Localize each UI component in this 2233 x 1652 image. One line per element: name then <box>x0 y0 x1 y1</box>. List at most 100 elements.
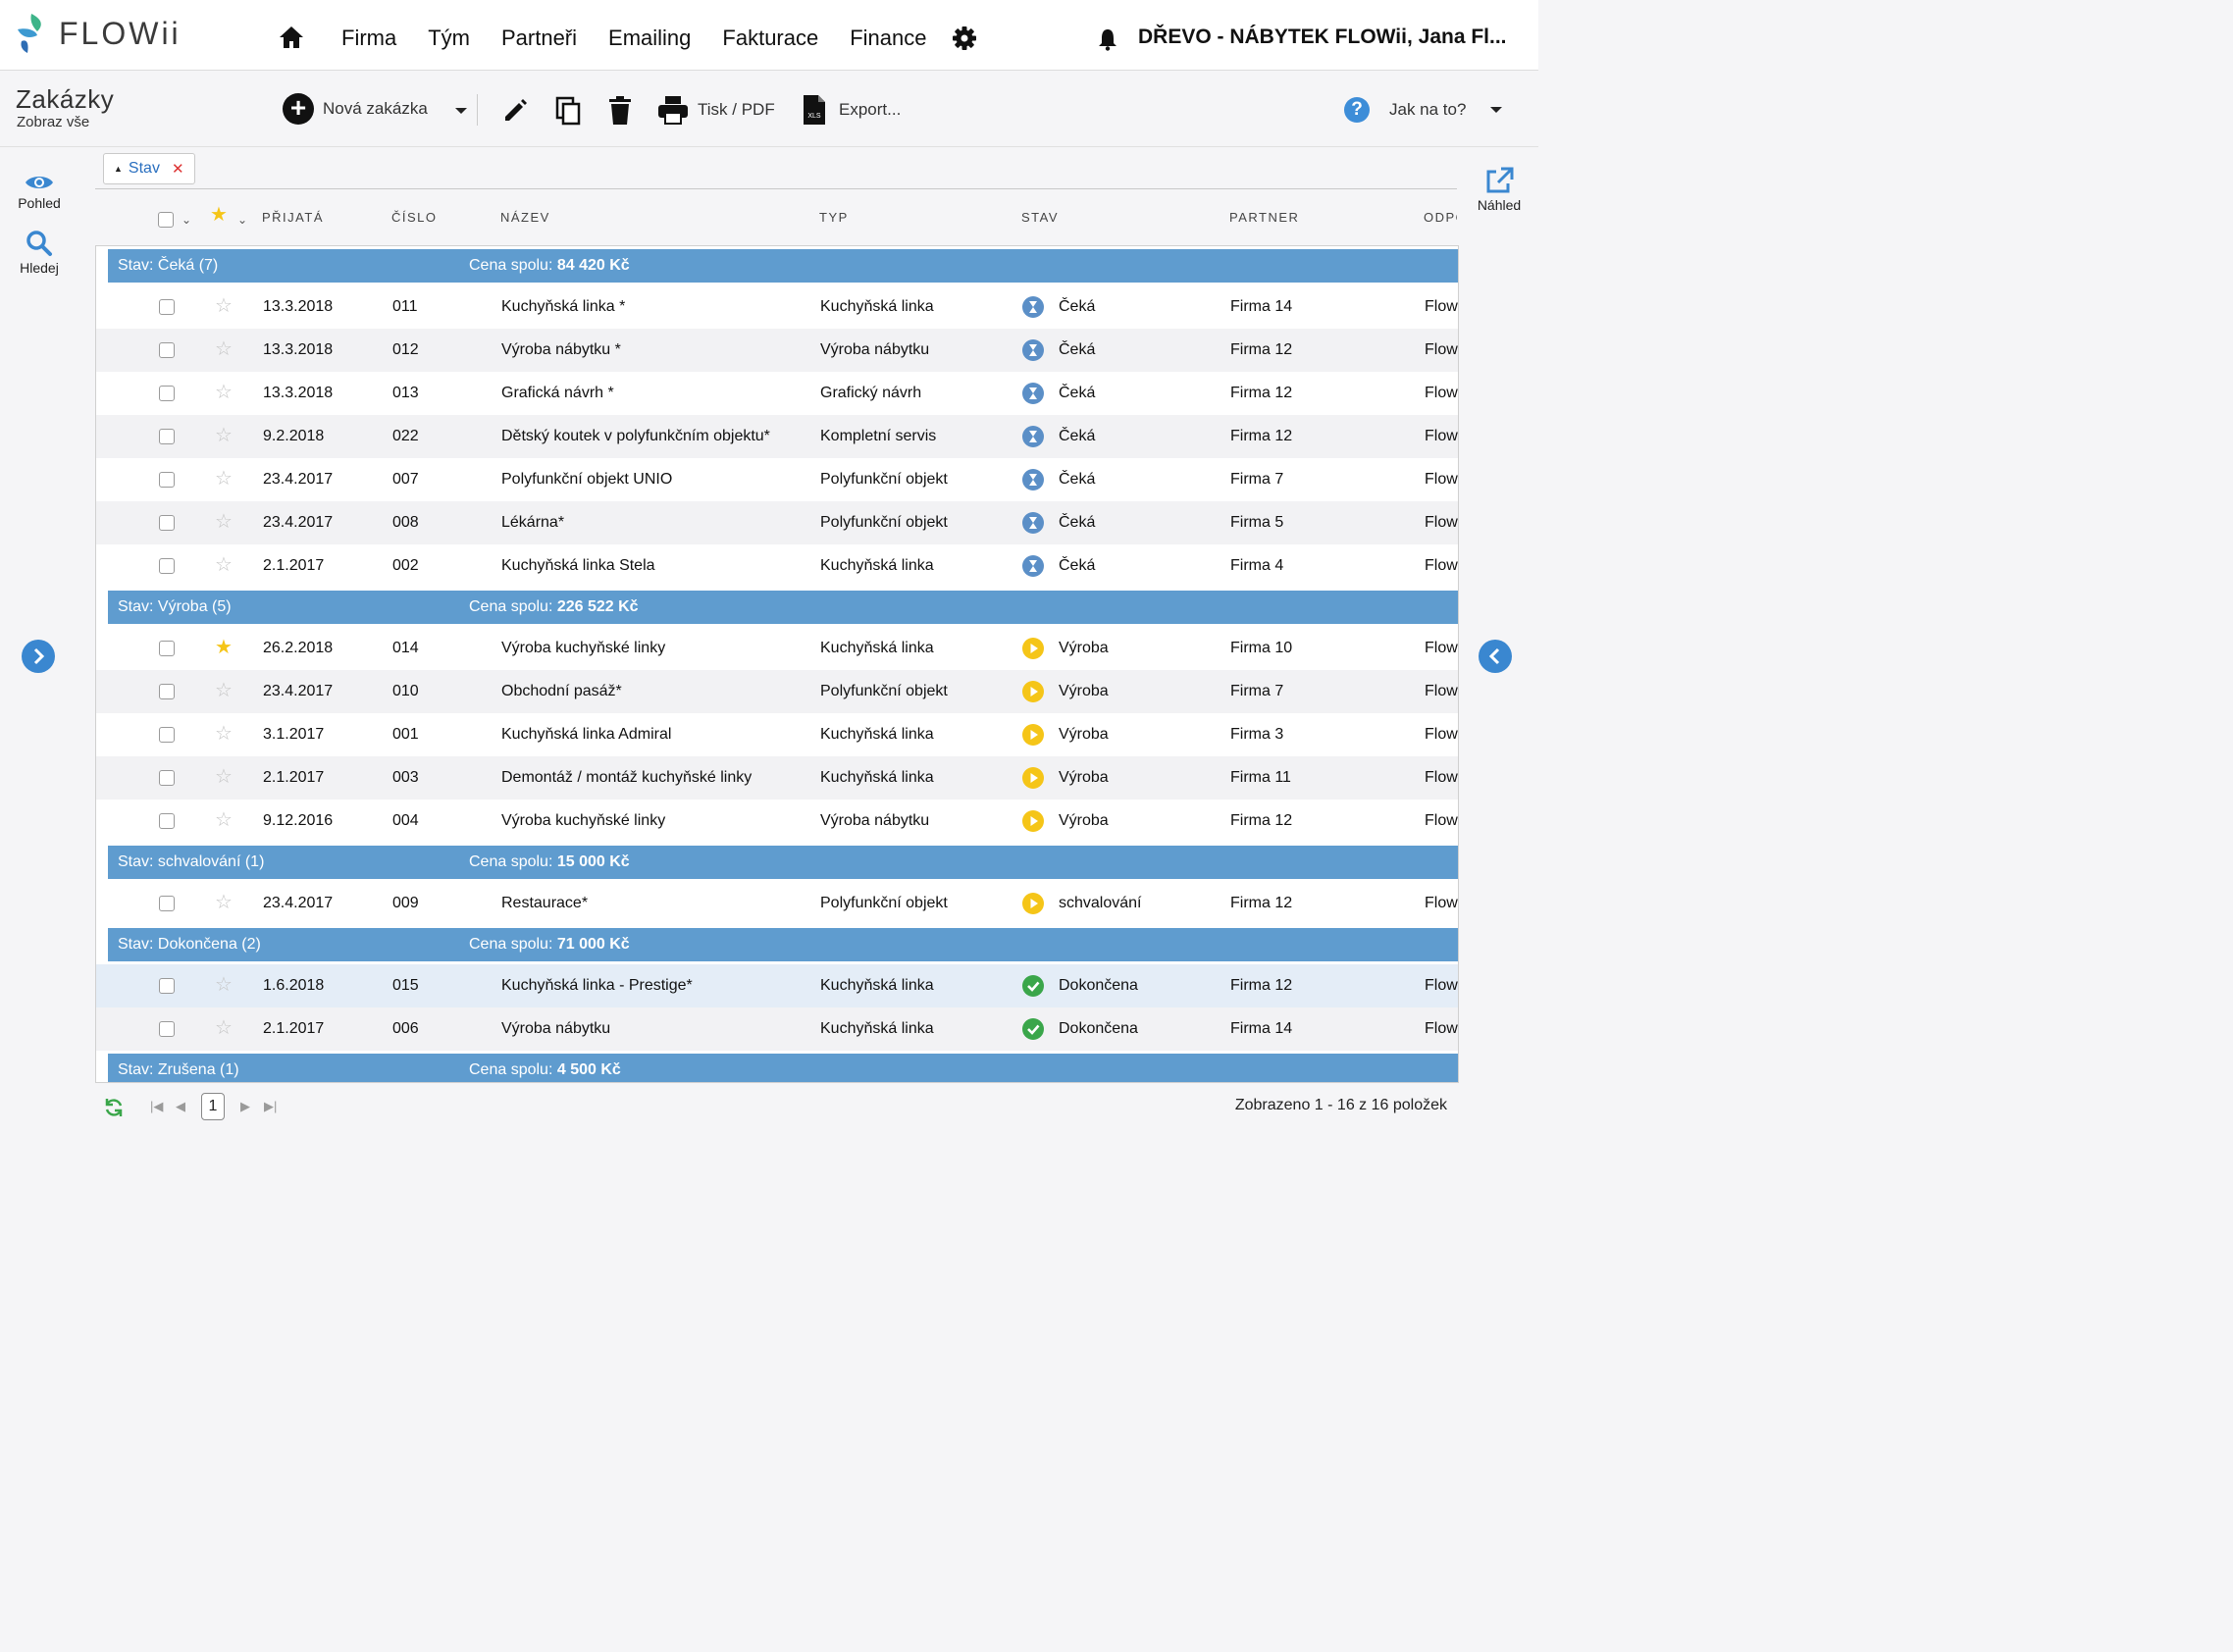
logo[interactable]: FLOWii <box>16 12 182 55</box>
pencil-icon[interactable] <box>502 98 528 124</box>
row-checkbox[interactable] <box>159 386 175 401</box>
row-checkbox[interactable] <box>159 641 175 656</box>
export-button[interactable]: XLS Export... <box>803 94 901 126</box>
search-button[interactable]: Hledej <box>0 230 78 276</box>
group-header-row[interactable]: Stav: Čeká (7) Cena spolu: 84 420 Kč <box>108 249 1458 283</box>
nav-item-fakturace[interactable]: Fakturace <box>722 26 819 50</box>
prev-page-icon[interactable]: ◀ <box>176 1099 185 1113</box>
table-row[interactable]: ☆ 2.1.2017 006 Výroba nábytku Kuchyňská link… <box>96 1007 1458 1051</box>
favorite-star-icon[interactable]: ☆ <box>215 680 233 701</box>
table-row[interactable]: ☆ 23.4.2017 007 Polyfunkční objekt UNIO Poly… <box>96 458 1458 501</box>
cell-typ: Výroba nábytku <box>820 812 930 829</box>
table-row[interactable]: ☆ 2.1.2017 003 Demontáž / montáž kuchyňské … <box>96 756 1458 800</box>
copy-icon[interactable] <box>555 96 581 126</box>
first-page-icon[interactable]: |◀ <box>150 1099 164 1113</box>
row-checkbox[interactable] <box>159 429 175 444</box>
last-page-icon[interactable]: ▶| <box>264 1099 278 1113</box>
row-checkbox[interactable] <box>159 342 175 358</box>
print-pdf-button[interactable]: Tisk / PDF <box>657 95 775 125</box>
expand-right-panel-button[interactable] <box>1479 640 1512 673</box>
favorite-star-icon[interactable]: ☆ <box>215 723 233 745</box>
favorite-star-icon[interactable]: ☆ <box>215 295 233 317</box>
row-checkbox[interactable] <box>159 978 175 994</box>
table-row[interactable]: ☆ 23.4.2017 010 Obchodní pasáž* Polyfunkční … <box>96 670 1458 713</box>
column-prijata[interactable]: PŘIJATÁ <box>262 210 324 225</box>
column-odpovedny[interactable]: ODPO <box>1424 210 1457 225</box>
nav-item-finance[interactable]: Finance <box>850 26 927 50</box>
favorite-star-icon[interactable]: ★ <box>215 637 233 658</box>
group-label: Stav: Čeká (7) <box>118 257 219 274</box>
row-checkbox[interactable] <box>159 515 175 531</box>
column-stav[interactable]: STAV <box>1021 210 1060 225</box>
help-button[interactable]: ? Jak na to? <box>1344 97 1503 123</box>
favorite-star-icon[interactable]: ☆ <box>215 425 233 446</box>
table-row[interactable]: ☆ 3.1.2017 001 Kuchyňská linka Admiral Kuchy… <box>96 713 1458 756</box>
remove-group-icon[interactable]: ✕ <box>171 161 184 178</box>
group-header-row[interactable]: Stav: Dokončena (2) Cena spolu: 71 000 Kč <box>108 928 1458 961</box>
cell-partner: Firma 7 <box>1230 471 1284 488</box>
column-partner[interactable]: PARTNER <box>1229 210 1300 225</box>
expand-left-panel-button[interactable] <box>22 640 55 673</box>
row-checkbox[interactable] <box>159 684 175 699</box>
preview-button[interactable]: Náhled <box>1472 167 1527 213</box>
new-order-button[interactable]: + Nová zakázka <box>283 93 428 125</box>
row-checkbox[interactable] <box>159 770 175 786</box>
table-row[interactable]: ☆ 13.3.2018 011 Kuchyňská linka * Kuchyňská … <box>96 285 1458 329</box>
table-row[interactable]: ★ 26.2.2018 014 Výroba kuchyňské linky Kuchy… <box>96 627 1458 670</box>
favorite-star-icon[interactable]: ☆ <box>215 511 233 533</box>
select-menu-chevron-icon[interactable]: ⌄ <box>182 213 193 227</box>
favorite-star-icon[interactable]: ☆ <box>215 892 233 913</box>
favorite-star-icon[interactable]: ☆ <box>215 974 233 996</box>
current-page[interactable]: 1 <box>201 1093 225 1120</box>
favorite-star-icon[interactable]: ☆ <box>215 809 233 831</box>
group-header-row[interactable]: Stav: Výroba (5) Cena spolu: 226 522 Kč <box>108 591 1458 624</box>
nav-item-emailing[interactable]: Emailing <box>608 26 692 50</box>
row-checkbox[interactable] <box>159 558 175 574</box>
table-row[interactable]: ☆ 13.3.2018 012 Výroba nábytku * Výroba náby… <box>96 329 1458 372</box>
favorite-star-icon[interactable]: ☆ <box>215 382 233 403</box>
table-row[interactable]: ☆ 9.2.2018 022 Dětský koutek v polyfunkčním… <box>96 415 1458 458</box>
column-cislo[interactable]: ČÍSLO <box>391 210 438 225</box>
user-company[interactable]: DŘEVO - NÁBYTEK FLOWii, Jana Fl... <box>1138 26 1507 48</box>
group-header-row[interactable]: Stav: Zrušena (1) Cena spolu: 4 500 Kč <box>108 1054 1458 1082</box>
nav-item-tym[interactable]: Tým <box>428 26 470 50</box>
table-row[interactable]: ☆ 9.12.2016 004 Výroba kuchyňské linky Výrob… <box>96 800 1458 843</box>
select-all-checkbox[interactable] <box>158 212 174 228</box>
row-checkbox[interactable] <box>159 472 175 488</box>
cell-typ: Výroba nábytku <box>820 341 930 358</box>
group-header-row[interactable]: Stav: schvalování (1) Cena spolu: 15 000 … <box>108 846 1458 879</box>
refresh-icon[interactable] <box>103 1097 125 1118</box>
favorite-star-icon[interactable]: ☆ <box>215 338 233 360</box>
column-typ[interactable]: TYP <box>819 210 849 225</box>
bell-icon[interactable] <box>1097 27 1118 51</box>
table-row[interactable]: ☆ 13.3.2018 013 Grafická návrh * Grafický ná… <box>96 372 1458 415</box>
group-sum: Cena spolu: 71 000 Kč <box>469 936 630 954</box>
row-checkbox[interactable] <box>159 727 175 743</box>
page-subtitle[interactable]: Zobraz vše <box>17 114 90 130</box>
nav-item-firma[interactable]: Firma <box>341 26 397 50</box>
favorite-star-icon[interactable]: ☆ <box>215 468 233 490</box>
group-chip-stav[interactable]: ▲ Stav ✕ <box>103 153 195 184</box>
gear-icon[interactable] <box>952 26 977 51</box>
row-checkbox[interactable] <box>159 1021 175 1037</box>
row-checkbox[interactable] <box>159 299 175 315</box>
favorite-star-icon[interactable]: ☆ <box>215 766 233 788</box>
table-row[interactable]: ☆ 1.6.2018 015 Kuchyňská linka - Prestige* K… <box>96 964 1458 1007</box>
trash-icon[interactable] <box>608 96 632 126</box>
favorites-menu-chevron-icon[interactable]: ⌄ <box>237 213 249 227</box>
table-row[interactable]: ☆ 23.4.2017 009 Restaurace* Polyfunkční obje… <box>96 882 1458 925</box>
new-dropdown-icon[interactable] <box>453 106 469 116</box>
row-checkbox[interactable] <box>159 896 175 911</box>
column-nazev[interactable]: NÁZEV <box>500 210 550 225</box>
table-row[interactable]: ☆ 2.1.2017 002 Kuchyňská linka Stela Kuchyňs… <box>96 544 1458 588</box>
favorites-header-star-icon[interactable]: ★ <box>210 204 230 226</box>
home-icon[interactable] <box>279 26 304 49</box>
favorite-star-icon[interactable]: ☆ <box>215 1017 233 1039</box>
row-checkbox[interactable] <box>159 813 175 829</box>
view-button[interactable]: Pohled <box>0 173 78 211</box>
nav-item-partneri[interactable]: Partneři <box>500 26 578 50</box>
cell-partner: Firma 14 <box>1230 298 1293 315</box>
next-page-icon[interactable]: ▶ <box>240 1099 250 1113</box>
favorite-star-icon[interactable]: ☆ <box>215 554 233 576</box>
table-row[interactable]: ☆ 23.4.2017 008 Lékárna* Polyfunkční objekt Č… <box>96 501 1458 544</box>
